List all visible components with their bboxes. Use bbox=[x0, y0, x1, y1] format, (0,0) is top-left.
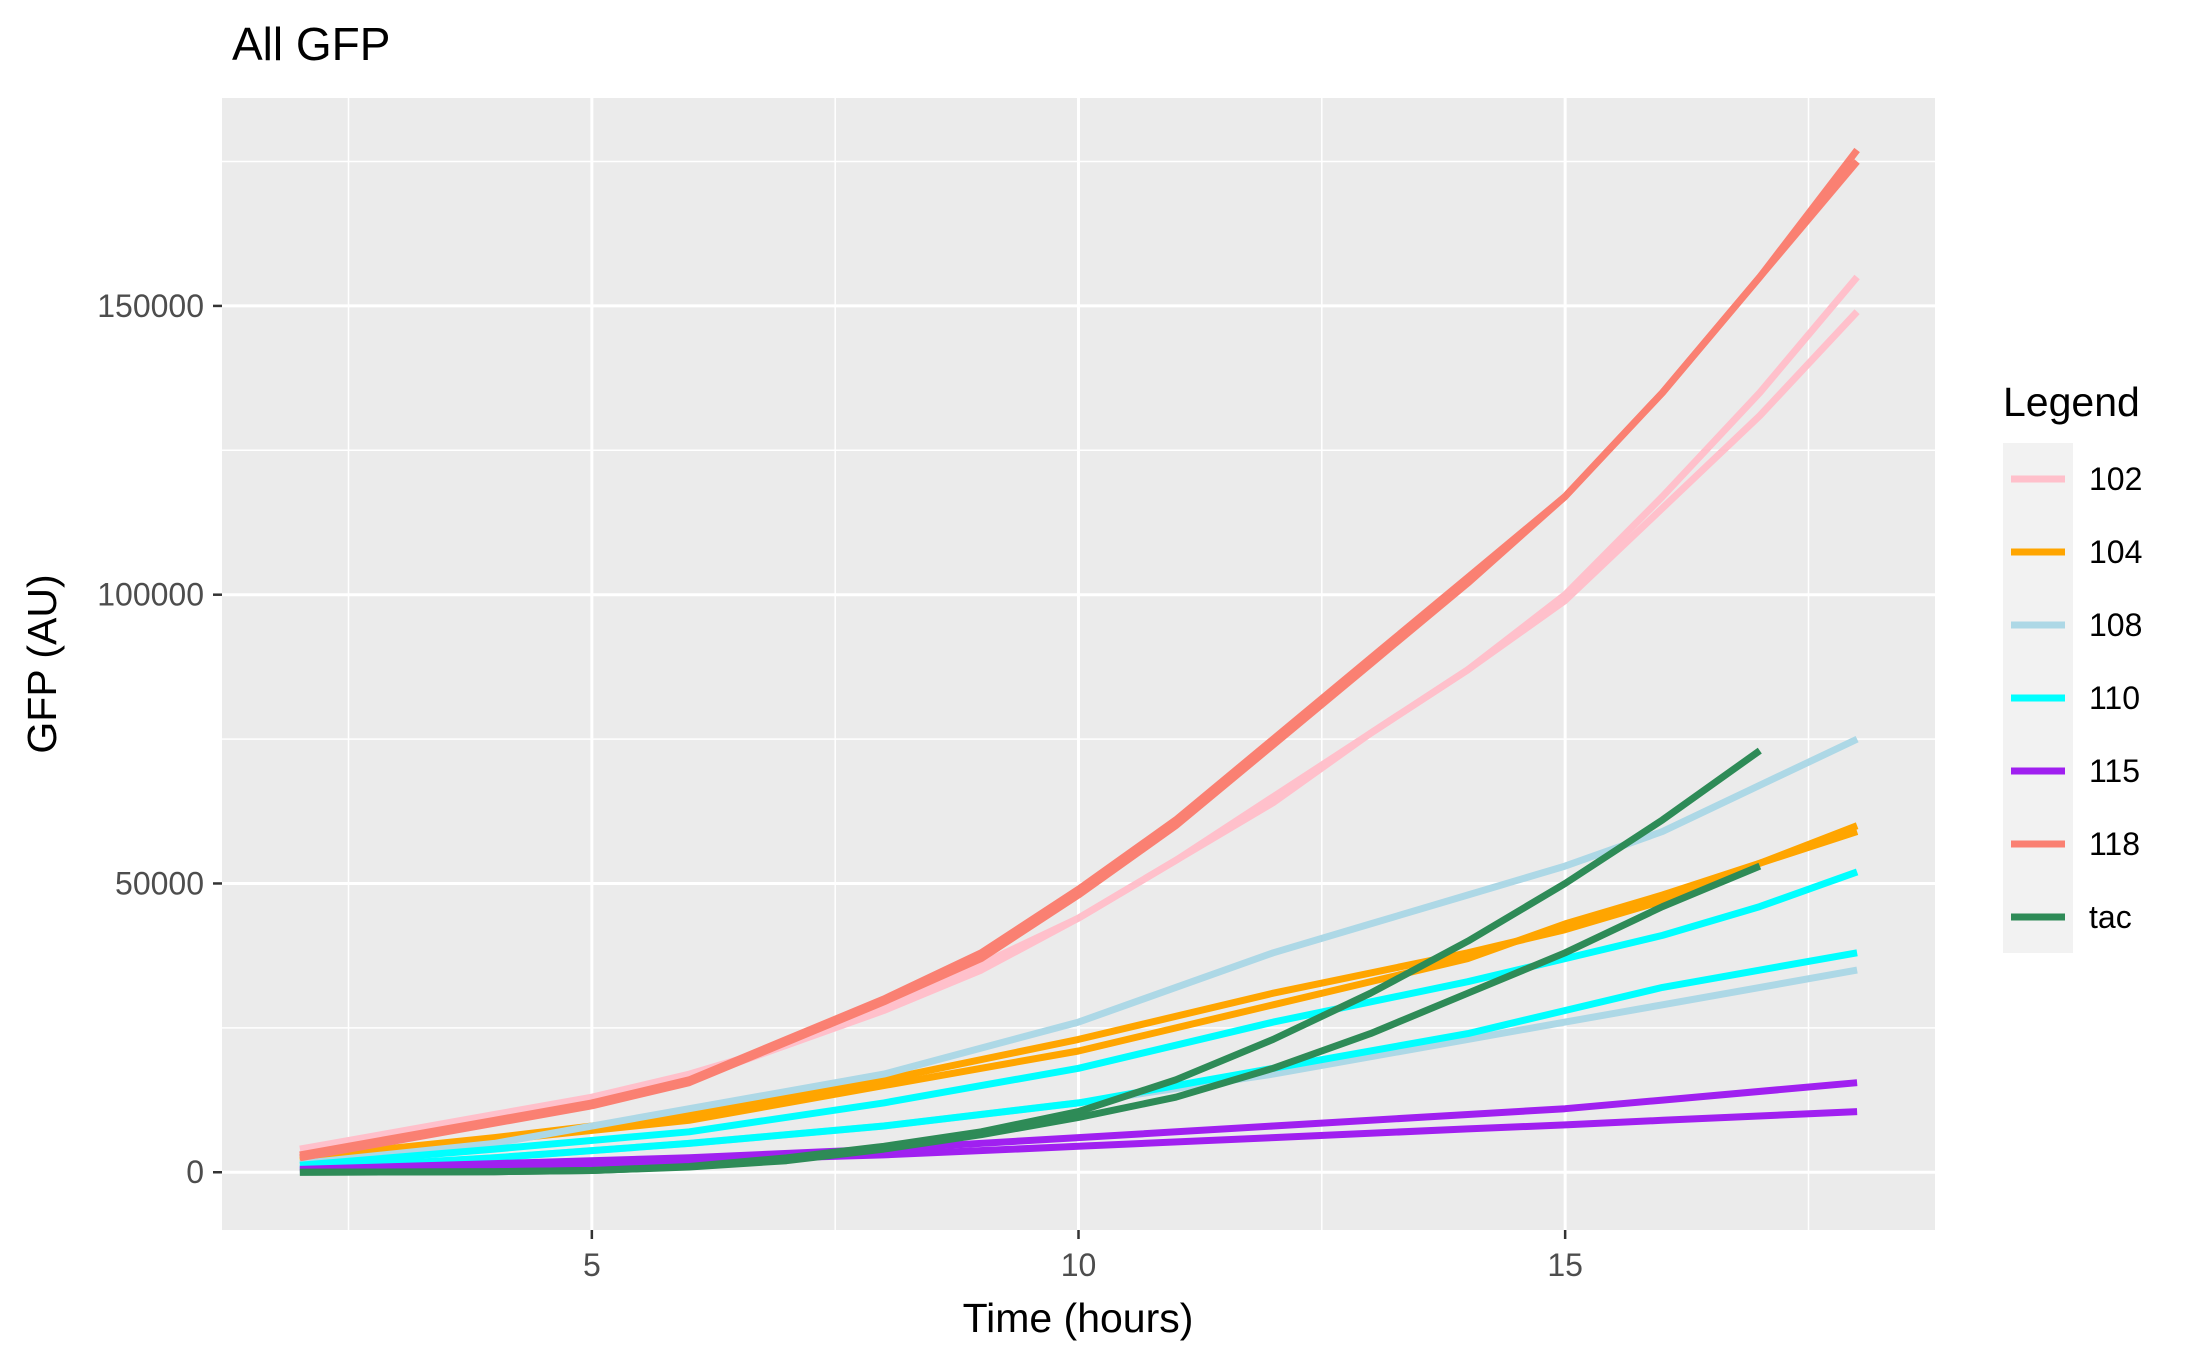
legend-label-115: 115 bbox=[2089, 753, 2140, 789]
legend-label-118: 118 bbox=[2089, 826, 2140, 862]
x-tick-label: 15 bbox=[1547, 1247, 1583, 1283]
legend-title: Legend bbox=[2003, 379, 2140, 425]
y-axis: 0 50000 100000 150000 bbox=[97, 288, 222, 1190]
series-line-110 bbox=[299, 949, 1858, 1173]
legend-label-tac: tac bbox=[2089, 899, 2132, 935]
y-tick-label: 100000 bbox=[97, 577, 204, 613]
legend-items: 102 104 108 110 115 118 tac bbox=[2011, 461, 2142, 935]
series-line-108 bbox=[299, 735, 1859, 1168]
series-line-118 bbox=[299, 159, 1860, 1162]
legend: Legend 102 104 108 110 115 118 tac bbox=[2003, 379, 2142, 953]
y-axis-title: GFP (AU) bbox=[19, 574, 65, 753]
series-line-tac bbox=[299, 862, 1762, 1176]
legend-label-104: 104 bbox=[2089, 534, 2142, 570]
series-line-110 bbox=[299, 868, 1859, 1169]
x-axis-title: Time (hours) bbox=[963, 1295, 1194, 1341]
chart-title: All GFP bbox=[232, 18, 390, 70]
legend-label-110: 110 bbox=[2089, 680, 2140, 716]
y-tick-label: 0 bbox=[186, 1154, 204, 1190]
series-line-104 bbox=[299, 828, 1859, 1165]
y-tick-label: 50000 bbox=[115, 865, 204, 901]
series-line-115 bbox=[299, 1108, 1858, 1174]
x-tick-label: 10 bbox=[1061, 1247, 1097, 1283]
legend-label-108: 108 bbox=[2089, 607, 2142, 643]
legend-label-102: 102 bbox=[2089, 461, 2142, 497]
y-tick-label: 150000 bbox=[97, 288, 204, 324]
series-lines bbox=[299, 147, 1860, 1176]
x-tick-label: 5 bbox=[583, 1247, 601, 1283]
x-axis: 5 10 15 bbox=[583, 1230, 1583, 1283]
